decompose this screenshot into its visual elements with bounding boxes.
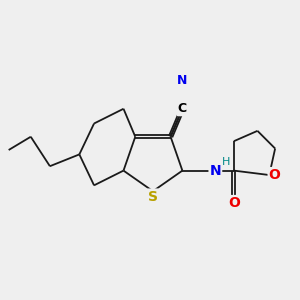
Text: C: C: [178, 102, 187, 115]
Text: N: N: [210, 164, 221, 178]
Text: O: O: [268, 168, 280, 182]
Text: S: S: [148, 190, 158, 203]
Text: N: N: [177, 74, 188, 87]
Text: O: O: [228, 196, 240, 210]
Text: H: H: [222, 158, 230, 167]
